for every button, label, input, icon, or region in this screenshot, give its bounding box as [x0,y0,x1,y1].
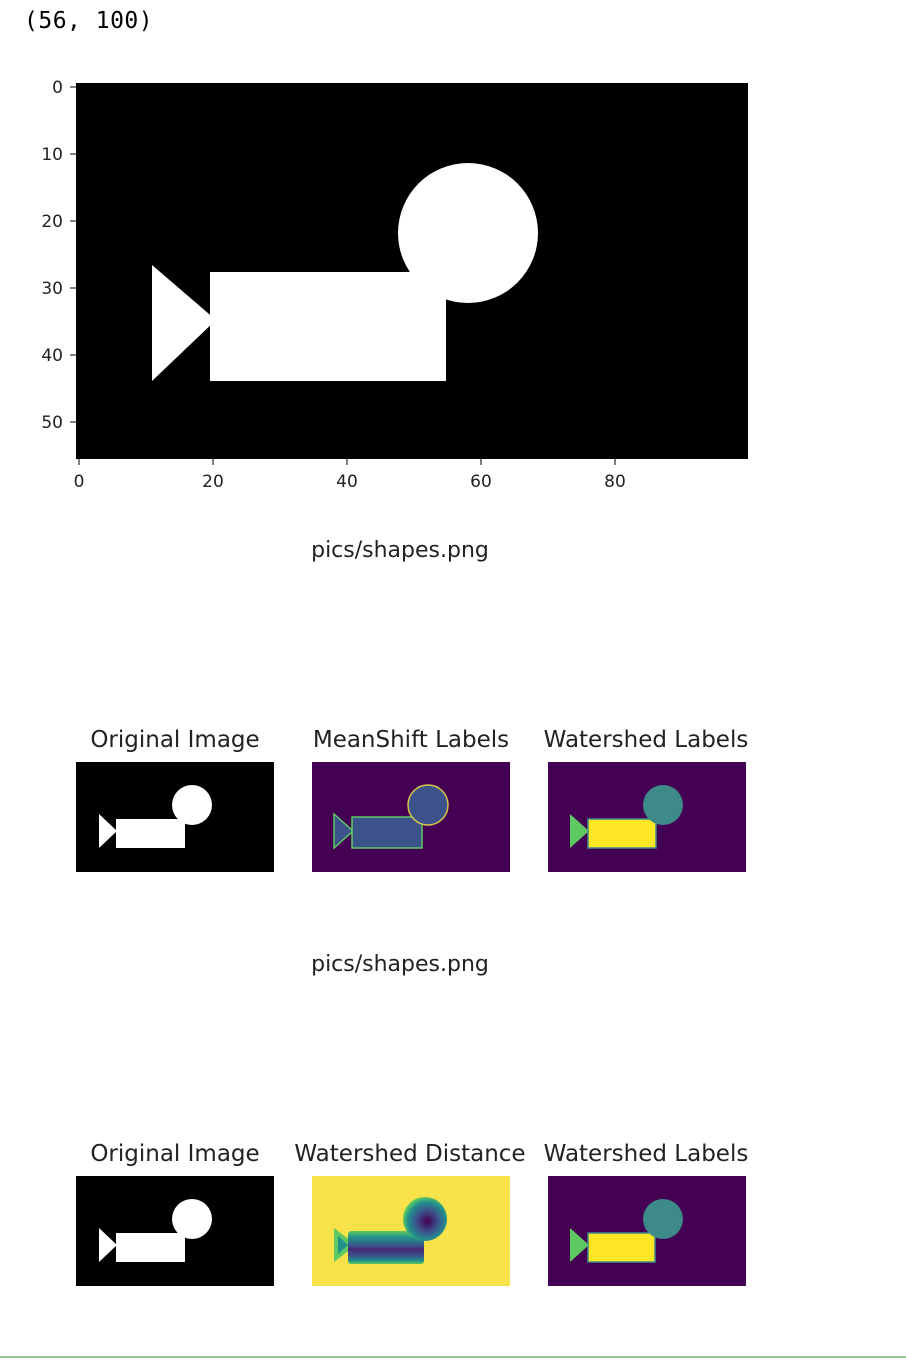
y-tick-label: 20 [41,212,63,232]
row1-watershed-labels [548,762,746,872]
panel-title: Watershed Labels [543,727,749,753]
y-tick-label: 10 [41,145,63,165]
x-tick-label: 80 [604,472,626,492]
panel-title: Original Image [90,727,260,753]
panel-title: Original Image [90,1141,260,1167]
panel-title: MeanShift Labels [312,727,510,753]
shape-output-text: (56, 100) [24,8,154,34]
main-rectangle-shape [210,272,446,381]
row1-original-image [76,762,274,872]
x-tick-label: 20 [202,472,224,492]
row2-watershed-distance [312,1176,510,1286]
main-circle-shape [398,163,538,303]
y-tick-label: 40 [41,346,63,366]
main-triangle-shape [152,265,216,381]
filename-caption: pics/shapes.png [311,538,489,563]
panel-title: Watershed Labels [543,1141,749,1167]
row1-meanshift-labels [312,762,510,872]
x-tick-label: 60 [470,472,492,492]
y-tick-label: 30 [41,279,63,299]
row2-watershed-labels [548,1176,746,1286]
row2-original-image [76,1176,274,1286]
filename-caption: pics/shapes.png [311,952,489,977]
y-tick-label: 0 [52,78,63,98]
cell-bottom-divider [0,1356,906,1358]
y-tick-label: 50 [41,413,63,433]
panel-title: Watershed Distance [294,1141,526,1167]
x-tick-label: 0 [74,472,85,492]
x-tick-label: 40 [336,472,358,492]
main-image-plot: 0 10 20 30 40 50 0 20 40 60 80 [41,78,748,492]
